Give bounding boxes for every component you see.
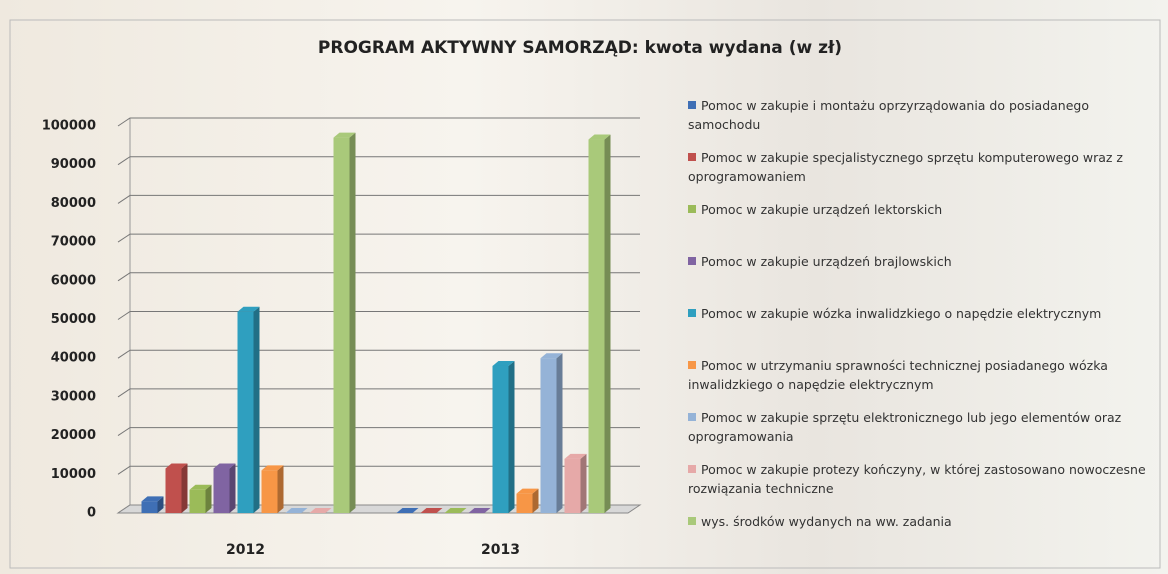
legend-swatch	[688, 517, 696, 525]
bar	[166, 468, 182, 513]
bar-side	[182, 463, 188, 513]
y-tick-label: 30000	[51, 389, 96, 404]
grid-line	[118, 312, 640, 320]
y-tick-label: 60000	[51, 273, 96, 288]
grid-line	[118, 157, 640, 165]
bar-side	[278, 465, 284, 513]
legend-item: Pomoc w zakupie urządzeń brajlowskich	[688, 252, 1158, 271]
legend-swatch	[688, 101, 696, 109]
legend-label: Pomoc w zakupie sprzętu elektronicznego …	[688, 410, 1121, 444]
y-tick-label: 80000	[51, 196, 96, 211]
y-tick-label: 90000	[51, 157, 96, 172]
bar-side	[350, 133, 356, 513]
y-tick-label: 20000	[51, 428, 96, 443]
legend-label: Pomoc w zakupie protezy kończyny, w któr…	[688, 462, 1146, 496]
bar	[589, 140, 605, 513]
legend-label: Pomoc w zakupie specjalistycznego sprzęt…	[688, 150, 1123, 184]
bar	[238, 312, 254, 513]
legend-label: Pomoc w zakupie i montażu oprzyrządowani…	[688, 98, 1089, 132]
legend-item: Pomoc w zakupie wózka inwalidzkiego o na…	[688, 304, 1158, 323]
grid-line	[118, 195, 640, 203]
legend-item: wys. środków wydanych na ww. zadania	[688, 512, 1158, 531]
legend-label: Pomoc w utrzymaniu sprawności techniczne…	[688, 358, 1108, 392]
bar	[334, 138, 350, 513]
legend-label: Pomoc w zakupie urządzeń lektorskich	[701, 202, 942, 217]
bar	[565, 459, 581, 513]
legend-label: wys. środków wydanych na ww. zadania	[701, 514, 952, 529]
page: PROGRAM AKTYWNY SAMORZĄD: kwota wydana (…	[0, 0, 1168, 574]
x-tick-label: 2012	[226, 542, 265, 558]
bar	[493, 366, 509, 513]
x-tick-label: 2013	[481, 542, 520, 558]
bar-side	[581, 454, 587, 513]
bar	[142, 501, 158, 513]
y-tick-label: 10000	[51, 467, 96, 482]
bar-side	[230, 463, 236, 513]
legend-swatch	[688, 153, 696, 161]
bar	[517, 494, 533, 513]
y-tick-label: 0	[87, 506, 96, 521]
legend-swatch	[688, 465, 696, 473]
bar-side	[254, 307, 260, 513]
legend-swatch	[688, 205, 696, 213]
y-tick-label: 50000	[51, 312, 96, 327]
legend-swatch	[688, 257, 696, 265]
chart-title: PROGRAM AKTYWNY SAMORZĄD: kwota wydana (…	[318, 38, 842, 58]
legend-item: Pomoc w zakupie urządzeń lektorskich	[688, 200, 1158, 219]
bar	[214, 468, 230, 513]
legend-swatch	[688, 413, 696, 421]
bar	[262, 470, 278, 513]
legend-item: Pomoc w zakupie sprzętu elektronicznego …	[688, 408, 1158, 446]
bar-side	[509, 361, 515, 513]
bar-side	[605, 135, 611, 513]
legend-item: Pomoc w zakupie specjalistycznego sprzęt…	[688, 148, 1158, 186]
grid-line	[118, 273, 640, 281]
y-tick-label: 70000	[51, 235, 96, 250]
bar	[541, 358, 557, 513]
grid-line	[118, 118, 640, 126]
legend-swatch	[688, 309, 696, 317]
legend-item: Pomoc w zakupie protezy kończyny, w któr…	[688, 460, 1158, 498]
legend-swatch	[688, 361, 696, 369]
legend-item: Pomoc w utrzymaniu sprawności techniczne…	[688, 356, 1158, 394]
bar	[190, 490, 206, 513]
legend-item: Pomoc w zakupie i montażu oprzyrządowani…	[688, 96, 1158, 134]
legend-label: Pomoc w zakupie wózka inwalidzkiego o na…	[701, 306, 1101, 321]
bar-side	[557, 353, 563, 513]
y-tick-label: 40000	[51, 351, 96, 366]
grid-line	[118, 234, 640, 242]
legend-label: Pomoc w zakupie urządzeń brajlowskich	[701, 254, 952, 269]
y-tick-label: 100000	[42, 119, 96, 134]
